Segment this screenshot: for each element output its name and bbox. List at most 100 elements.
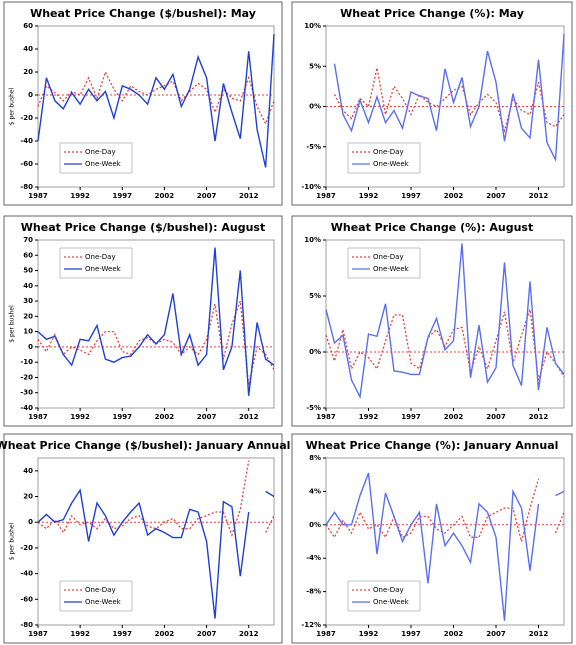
y-tick-label: 60	[23, 22, 33, 30]
panel-frame	[291, 215, 573, 427]
chart-panel: Wheat Price Change (%): January Annual -1…	[291, 433, 573, 644]
x-tick-label: 2007	[197, 413, 217, 421]
series-line	[325, 243, 565, 400]
legend-frame	[347, 580, 421, 612]
legend: One-Day One-Week	[347, 580, 421, 612]
x-tick-label: 2002	[444, 192, 464, 200]
series-line	[37, 34, 275, 168]
series-line	[333, 34, 565, 163]
y-axis-label: $ per bushel	[9, 522, 16, 560]
legend-label: One-Day	[373, 253, 404, 261]
y-tick-label: 8%	[309, 454, 321, 462]
x-tick-label: 1997	[113, 413, 133, 421]
y-tick-label: 0	[28, 518, 33, 526]
y-tick-label: -40	[20, 404, 33, 412]
y-tick-label: 10%	[304, 22, 321, 30]
plot-area	[37, 239, 275, 409]
plot-area	[325, 239, 565, 409]
y-tick-label: -5%	[306, 404, 321, 412]
x-tick-label: 1997	[401, 630, 421, 638]
y-tick-label: 4%	[309, 487, 321, 495]
y-tick-label: -40	[20, 137, 33, 145]
legend-label: One-Week	[85, 265, 122, 273]
chart-title: Wheat Price Change (%): August	[331, 221, 534, 234]
y-tick-label: 20	[23, 312, 33, 320]
y-tick-label: -4%	[306, 554, 321, 562]
y-tick-label: 0	[28, 343, 33, 351]
y-tick-label: 0%	[309, 348, 321, 356]
y-tick-label: -40	[20, 570, 33, 578]
legend-frame	[59, 247, 133, 279]
y-tick-label: 40	[23, 45, 33, 53]
x-tick-label: 1997	[113, 192, 133, 200]
x-tick-label: 2002	[444, 413, 464, 421]
x-tick-label: 1992	[359, 630, 379, 638]
y-tick-label: -8%	[306, 588, 321, 596]
panel-frame	[3, 433, 283, 644]
y-tick-label: 0	[28, 91, 33, 99]
chart-title: Wheat Price Change ($/bushel): January A…	[0, 439, 290, 452]
legend-label: One-Day	[85, 148, 116, 156]
y-tick-label: 20	[23, 68, 33, 76]
y-tick-label: 70	[23, 236, 33, 244]
legend: One-Day One-Week	[59, 580, 133, 612]
y-tick-label: -60	[20, 160, 33, 168]
y-tick-label: -60	[20, 595, 33, 603]
y-tick-label: 50	[23, 267, 33, 275]
x-tick-label: 1997	[113, 630, 133, 638]
legend-label: One-Week	[373, 598, 410, 606]
legend-frame	[59, 580, 133, 612]
x-tick-label: 1987	[28, 413, 48, 421]
y-tick-label: -10%	[301, 183, 321, 191]
x-tick-label: 2002	[444, 630, 464, 638]
y-tick-label: 30	[23, 297, 33, 305]
x-tick-label: 1992	[70, 413, 90, 421]
x-tick-label: 2002	[155, 192, 175, 200]
chart-title: Wheat Price Change ($/bushel): August	[21, 221, 265, 234]
legend-label: One-Week	[373, 160, 410, 168]
x-tick-label: 2002	[155, 630, 175, 638]
x-tick-label: 1992	[70, 630, 90, 638]
y-tick-label: -20	[20, 114, 33, 122]
x-tick-label: 2002	[155, 413, 175, 421]
legend-label: One-Day	[373, 586, 404, 594]
x-tick-label: 2012	[529, 192, 549, 200]
chart-panel: Wheat Price Change ($/bushel): August $ p…	[3, 215, 283, 427]
chart-panel: Wheat Price Change (%): August -5% 0% 5% 10%…	[291, 215, 573, 427]
x-tick-label: 2007	[486, 192, 506, 200]
series-line	[37, 460, 275, 538]
y-tick-label: -80	[20, 621, 33, 629]
y-tick-label: -10	[20, 358, 33, 366]
y-tick-label: -12%	[301, 621, 321, 629]
legend-frame	[347, 142, 421, 174]
legend-label: One-Day	[373, 148, 404, 156]
x-tick-label: 1987	[316, 413, 336, 421]
x-tick-label: 2012	[239, 192, 259, 200]
chart-panel: Wheat Price Change (%): May -10% -5% 0% 5% 10…	[291, 1, 573, 206]
y-tick-label: -80	[20, 183, 33, 191]
y-tick-label: 60	[23, 251, 33, 259]
legend-frame	[347, 247, 421, 279]
x-tick-label: 1987	[316, 192, 336, 200]
legend-label: One-Day	[85, 586, 116, 594]
y-tick-label: 20	[23, 493, 33, 501]
x-tick-label: 2012	[239, 413, 259, 421]
y-tick-label: -5%	[306, 143, 321, 151]
legend: One-Day One-Week	[59, 142, 133, 174]
chart-title: Wheat Price Change (%): January Annual	[306, 439, 559, 452]
y-tick-label: 5%	[309, 62, 321, 70]
x-tick-label: 1997	[401, 413, 421, 421]
chart-title: Wheat Price Change (%): May	[340, 7, 524, 20]
chart-panel: Wheat Price Change ($/bushel): May $ per …	[3, 1, 283, 206]
x-tick-label: 1992	[70, 192, 90, 200]
plot-area	[325, 457, 565, 626]
legend: One-Day One-Week	[347, 247, 421, 279]
series-line	[37, 247, 275, 396]
y-tick-label: 5%	[309, 292, 321, 300]
legend: One-Day One-Week	[59, 247, 133, 279]
series-line	[37, 488, 275, 619]
legend: One-Day One-Week	[347, 142, 421, 174]
panel-frame	[291, 1, 573, 206]
panel-frame	[291, 433, 573, 644]
